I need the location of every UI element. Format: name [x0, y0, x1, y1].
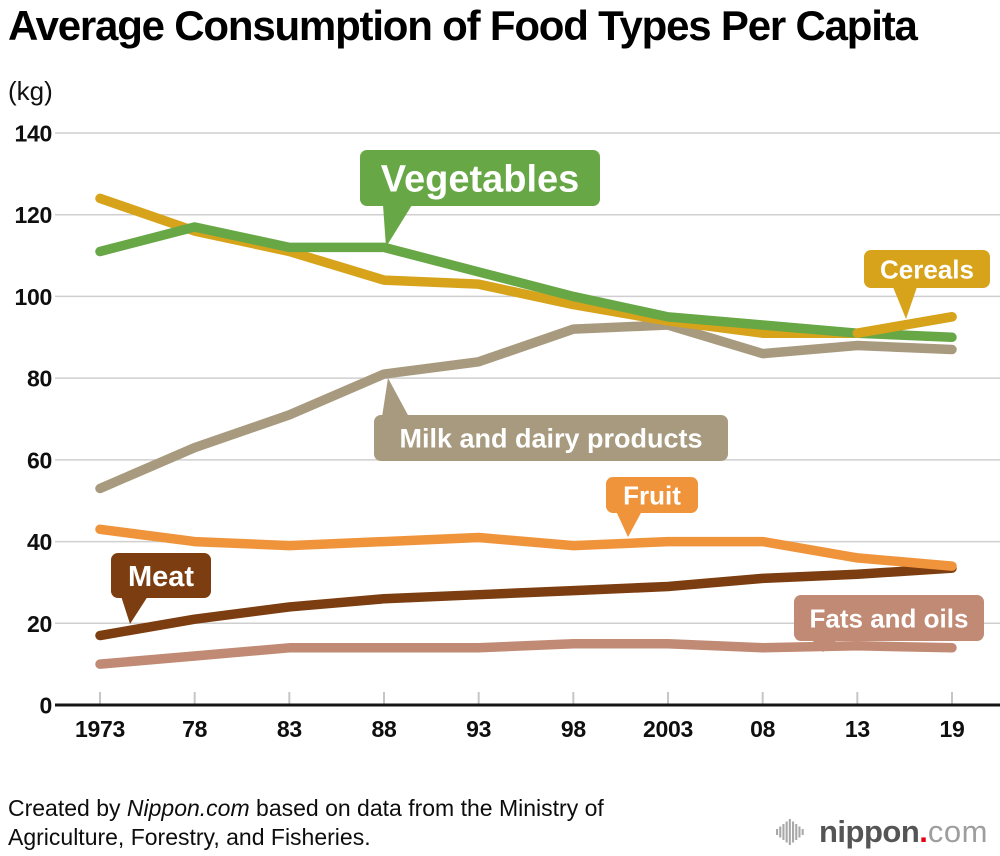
nippon-logo-text: nippon [819, 814, 920, 849]
callout-milk-label: Milk and dairy products [399, 424, 702, 454]
x-tick-label-1973: 1973 [75, 716, 125, 742]
y-tick-label-100: 100 [15, 284, 52, 310]
x-tick-label-98: 98 [561, 716, 586, 742]
nippon-logo-soundwave-icon [776, 819, 804, 845]
series-line-cereals-end-overlay [852, 312, 957, 338]
series-line-cereals [95, 193, 957, 338]
attribution-text: Created by Nippon.com based on data from… [8, 794, 698, 852]
callout-fats-label: Fats and oils [810, 603, 969, 633]
series-line-fruit [95, 524, 957, 571]
callout-cereals-tail [893, 287, 917, 319]
callout-vegetables-tail [383, 205, 412, 247]
x-tick-label-08: 08 [750, 716, 775, 742]
x-tick-label-13: 13 [845, 716, 870, 742]
attribution-brand: Nippon.com [126, 795, 250, 821]
series-line-vegetables [95, 222, 957, 343]
x-tick-label-83: 83 [277, 716, 302, 742]
y-tick-label-140: 140 [15, 121, 52, 147]
y-tick-label-40: 40 [27, 529, 52, 555]
callout-fats-tail [811, 639, 838, 652]
nippon-logo-tld: com [927, 814, 988, 849]
callout-vegetables-box [360, 150, 600, 206]
x-tick-label-2003: 2003 [643, 716, 693, 742]
series-line-meat [95, 563, 957, 641]
nippon-logo-red-dot: . [919, 814, 928, 849]
y-tick-label-20: 20 [27, 611, 52, 637]
attribution-suffix: based on data from the Ministry of Agric… [8, 795, 604, 850]
nippon-logo: nippon. com [776, 812, 988, 852]
series-line-milk [95, 320, 957, 494]
callout-vegetables-label: Vegetables [381, 159, 580, 201]
x-tick-label-19: 19 [940, 716, 965, 742]
callout-fruit-box [606, 477, 698, 513]
callout-meat-box [111, 553, 211, 598]
x-tick-label-93: 93 [466, 716, 491, 742]
attribution-prefix: Created by [8, 795, 127, 821]
y-axis-unit-label: (kg) [8, 76, 53, 106]
series-line-fats [95, 638, 957, 669]
callout-milk-tail [382, 378, 409, 417]
y-tick-label-120: 120 [15, 202, 52, 228]
callout-milk-box [374, 415, 728, 461]
callout-cereals-label: Cereals [880, 254, 974, 284]
callout-fruit-label: Fruit [623, 480, 681, 510]
chart-title: Average Consumption of Food Types Per Ca… [8, 2, 918, 49]
y-tick-label-0: 0 [40, 693, 53, 719]
x-tick-label-88: 88 [372, 716, 397, 742]
callout-cereals-box [864, 250, 990, 288]
x-tick-label-78: 78 [182, 716, 207, 742]
callout-meat-tail [121, 596, 148, 624]
callout-fruit-tail [616, 511, 642, 537]
callout-fats-box [794, 595, 984, 641]
y-tick-label-80: 80 [27, 366, 52, 392]
callout-meat-label: Meat [128, 561, 194, 593]
y-tick-label-60: 60 [27, 447, 52, 473]
